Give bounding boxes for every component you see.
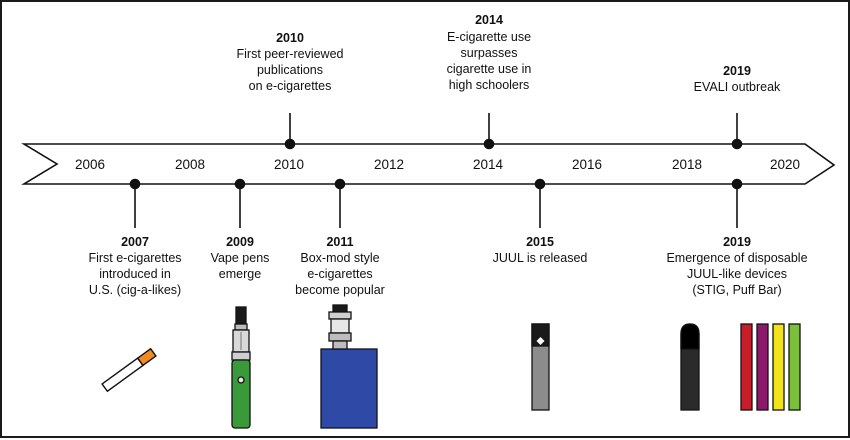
event-year: 2009 bbox=[226, 235, 254, 249]
event-desc-line: become popular bbox=[295, 283, 385, 297]
event-desc-line: publications bbox=[257, 63, 323, 77]
event-desc-line: Vape pens bbox=[211, 251, 270, 265]
event-desc-line: (STIG, Puff Bar) bbox=[692, 283, 781, 297]
event-desc-line: on e-cigarettes bbox=[249, 79, 332, 93]
puff-bar-yellow bbox=[772, 323, 785, 411]
event-desc-line: introduced in bbox=[99, 267, 171, 281]
axis-year-2014: 2014 bbox=[473, 157, 504, 172]
timeline-arrow bbox=[21, 143, 836, 185]
event-year: 2019 bbox=[723, 64, 751, 78]
event-desc-line: emerge bbox=[219, 267, 261, 281]
event-2019-evali: 2019 EVALI outbreak bbox=[694, 64, 781, 94]
event-desc-line: E-cigarette use bbox=[447, 30, 531, 44]
event-desc-line: U.S. (cig-a-likes) bbox=[89, 283, 181, 297]
puff-bar-red bbox=[740, 323, 753, 411]
axis-year-2006: 2006 bbox=[75, 157, 105, 172]
event-desc-line: Box-mod style bbox=[300, 251, 379, 265]
axis-year-2012: 2012 bbox=[374, 157, 404, 172]
marker-dot-2014 bbox=[483, 138, 495, 150]
event-desc-line: JUUL-like devices bbox=[687, 267, 787, 281]
event-desc-line: e-cigarettes bbox=[307, 267, 372, 281]
event-2007: 2007 First e-cigarettes introduced in U.… bbox=[88, 235, 181, 297]
event-year: 2011 bbox=[326, 235, 353, 249]
event-desc-line: JUUL is released bbox=[493, 251, 588, 265]
event-2014: 2014 E-cigarette use surpasses cigarette… bbox=[447, 13, 532, 92]
axis-year-labels: 2006 2008 2010 2012 2014 2016 2018 2020 bbox=[75, 157, 800, 172]
marker-dot-2007 bbox=[129, 178, 141, 190]
event-desc-line: First e-cigarettes bbox=[88, 251, 181, 265]
event-desc-line: surpasses bbox=[461, 46, 518, 60]
event-year: 2010 bbox=[276, 31, 304, 45]
axis-year-2016: 2016 bbox=[572, 157, 602, 172]
axis-year-2008: 2008 bbox=[175, 157, 205, 172]
marker-dot-2015 bbox=[534, 178, 546, 190]
marker-dot-2011 bbox=[334, 178, 346, 190]
event-2015: 2015 JUUL is released bbox=[493, 235, 588, 265]
event-markers-above bbox=[284, 113, 743, 150]
event-desc-line: cigarette use in bbox=[447, 62, 532, 76]
event-2011: 2011 Box-mod style e-cigarettes become p… bbox=[295, 235, 385, 297]
disposable-pod-icon bbox=[680, 323, 700, 411]
event-year: 2014 bbox=[475, 13, 503, 27]
event-desc-line: First peer-reviewed bbox=[237, 47, 344, 61]
event-2009: 2009 Vape pens emerge bbox=[211, 235, 270, 281]
event-2010: 2010 First peer-reviewed publications on… bbox=[237, 31, 344, 93]
cig-a-like-icon bbox=[101, 347, 157, 393]
marker-dot-2009 bbox=[234, 178, 246, 190]
puff-bar-purple bbox=[756, 323, 769, 411]
event-markers-below bbox=[129, 178, 743, 228]
axis-year-2010: 2010 bbox=[274, 157, 304, 172]
axis-year-2020: 2020 bbox=[770, 157, 800, 172]
box-mod-icon bbox=[320, 304, 378, 429]
vape-pen-icon bbox=[231, 306, 251, 429]
puff-bar-icons bbox=[740, 323, 801, 411]
juul-icon bbox=[531, 323, 550, 411]
event-year: 2015 bbox=[526, 235, 554, 249]
event-year: 2019 bbox=[723, 235, 751, 249]
event-desc-line: high schoolers bbox=[449, 78, 530, 92]
event-desc-line: Emergence of disposable bbox=[666, 251, 807, 265]
marker-dot-2019-disposable bbox=[731, 178, 743, 190]
marker-dot-2010 bbox=[284, 138, 296, 150]
event-2019-disposable: 2019 Emergence of disposable JUUL-like d… bbox=[666, 235, 807, 297]
puff-bar-green bbox=[788, 323, 801, 411]
event-desc-line: EVALI outbreak bbox=[694, 80, 781, 94]
axis-year-2018: 2018 bbox=[672, 157, 702, 172]
event-year: 2007 bbox=[121, 235, 149, 249]
marker-dot-2019-evali bbox=[731, 138, 743, 150]
